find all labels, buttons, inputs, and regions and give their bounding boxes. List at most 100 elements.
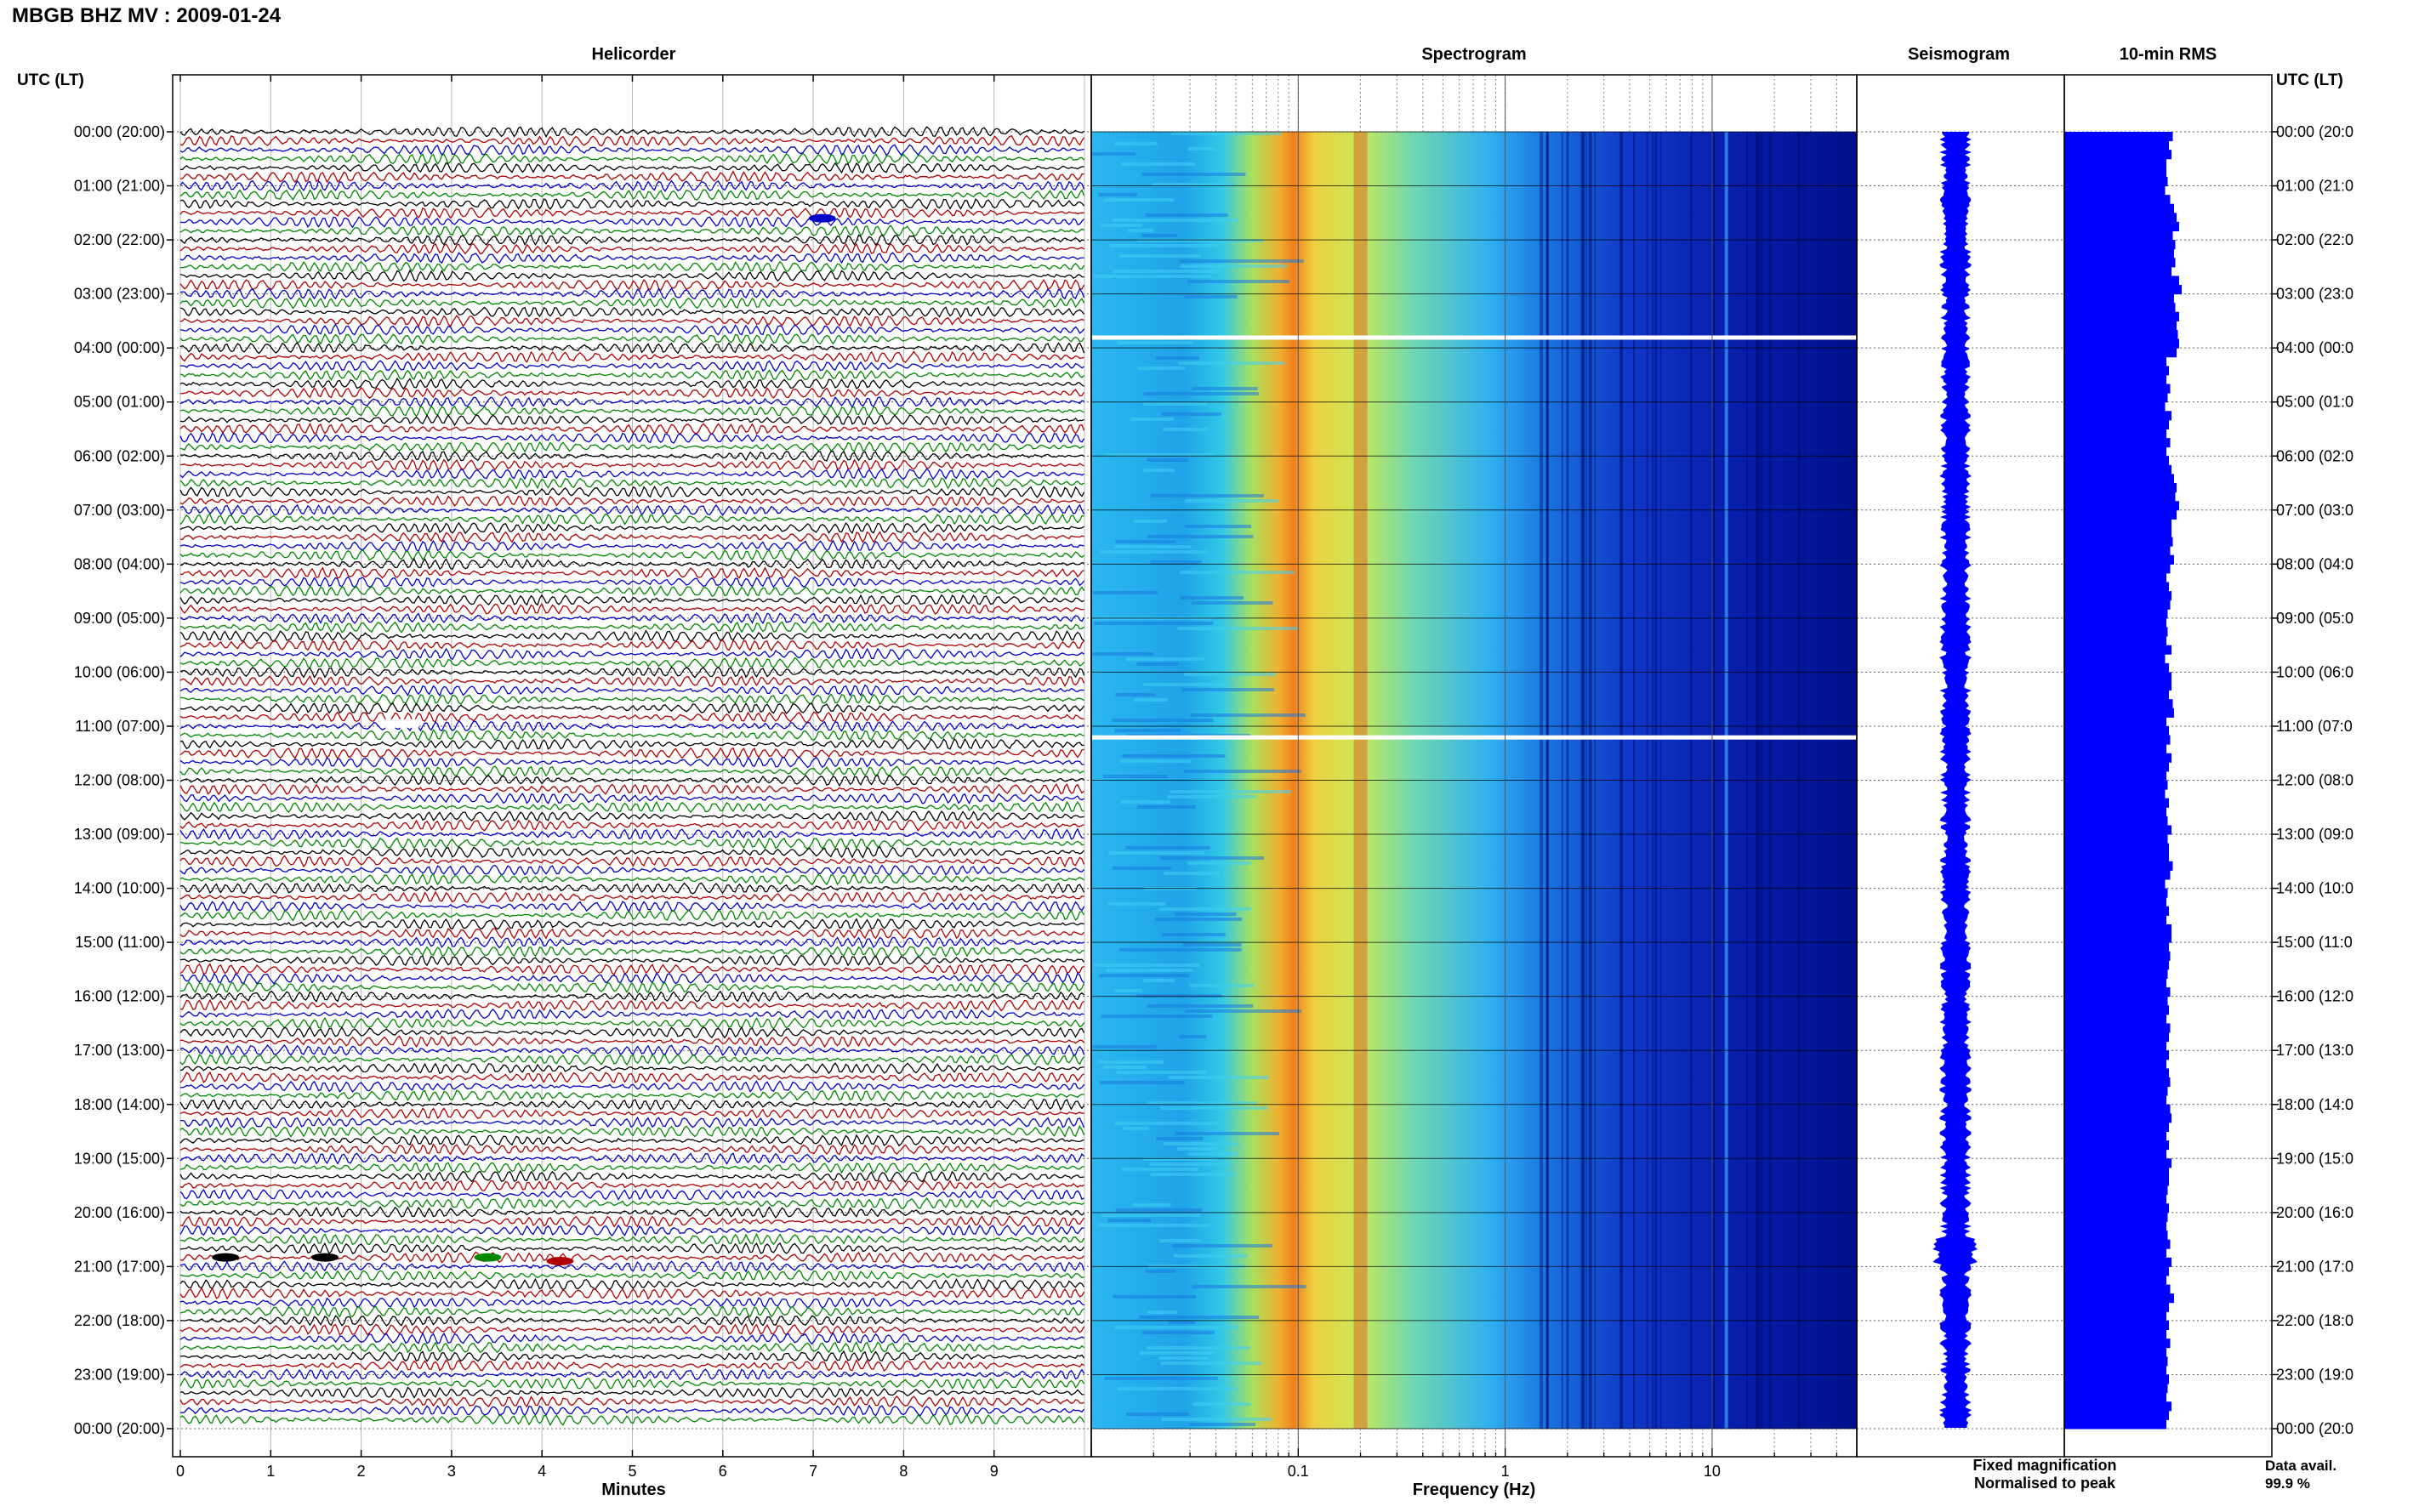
spectrogram-streak xyxy=(1158,1356,1209,1360)
spectrogram-streak xyxy=(1109,244,1218,247)
spectrogram-streak xyxy=(1189,984,1255,987)
spectrogram-streak xyxy=(1117,341,1193,344)
hour-label-right: 00:00 (20:0 xyxy=(2276,123,2354,140)
minute-tick-label: 9 xyxy=(990,1463,999,1480)
spectrogram-streak xyxy=(1130,418,1174,421)
rms-bar xyxy=(2064,185,2166,196)
rms-bar xyxy=(2064,572,2166,583)
helicorder-trace xyxy=(179,422,1085,435)
spectrogram-streak xyxy=(1192,387,1258,390)
helicorder-trace xyxy=(179,747,1084,760)
rms-bar xyxy=(2064,293,2174,304)
hour-label-left: 17:00 (13:00) xyxy=(74,1042,165,1059)
helicorder-trace xyxy=(179,918,1084,930)
rms-bar xyxy=(2064,1231,2168,1241)
helicorder-trace xyxy=(179,1341,1084,1354)
helicorder-trace xyxy=(179,1143,1084,1156)
rms-bar xyxy=(2064,591,2171,601)
rms-bar xyxy=(2064,1131,2166,1141)
rms-bar xyxy=(2064,1140,2169,1151)
rms-bar xyxy=(2064,843,2169,853)
helicorder-trace xyxy=(179,981,1085,994)
rms-bar xyxy=(2064,1095,2166,1106)
x-axes: 0 1 2 3 4 5 6 7 8 9 0.1 1 10 xyxy=(176,75,1858,1480)
spectrogram-streak xyxy=(1093,275,1212,278)
helicorder-trace xyxy=(179,1350,1085,1362)
hour-label-left: 05:00 (01:00) xyxy=(74,394,165,411)
spectrogram-streak xyxy=(1184,295,1238,298)
helicorder-trace xyxy=(179,1016,1085,1030)
helicorder-trace xyxy=(179,521,1084,535)
helicorder-trace xyxy=(179,539,1084,553)
spectrogram-streak xyxy=(1115,540,1175,543)
helicorder-trace xyxy=(179,1359,1084,1373)
rms-bar xyxy=(2064,699,2173,709)
rms-bar xyxy=(2064,554,2174,565)
helicorder-trace xyxy=(179,170,1084,184)
rms-bar xyxy=(2064,338,2179,349)
rms-bar xyxy=(2064,1419,2166,1430)
helicorder-trace xyxy=(179,377,1084,390)
helicorder-traces xyxy=(179,126,1085,1426)
spectrogram-streak xyxy=(1164,872,1220,875)
spectrogram-streak xyxy=(1145,213,1228,217)
rms-bar xyxy=(2064,1384,2168,1394)
rms-bar xyxy=(2064,230,2173,241)
rms-bar xyxy=(2064,195,2171,205)
spectrogram-streak xyxy=(1113,989,1142,992)
rms-bar xyxy=(2064,221,2179,231)
spectrogram-streak xyxy=(1091,652,1154,656)
helicorder-trace xyxy=(179,666,1085,679)
hour-label-right: 13:00 (09:0 xyxy=(2276,826,2354,843)
spectrogram-streak xyxy=(1125,846,1210,850)
helicorder-trace xyxy=(179,647,1084,661)
helicorder-trace xyxy=(179,1134,1084,1147)
helicorder-trace xyxy=(179,234,1084,247)
rms-bar xyxy=(2064,807,2166,817)
helicorder-trace xyxy=(179,1152,1084,1165)
hour-label-left: 01:00 (21:00) xyxy=(74,178,165,195)
rms-bar xyxy=(2064,789,2166,799)
helicorder-trace xyxy=(179,602,1084,616)
helicorder-trace xyxy=(179,1098,1085,1111)
seismogram-panel xyxy=(1932,132,1978,1428)
helicorder-trace xyxy=(179,783,1084,796)
helicorder-trace xyxy=(179,152,1084,165)
helicorder-trace xyxy=(179,719,1084,733)
spectrogram-panel xyxy=(1090,75,1858,1457)
hour-label-left: 15:00 (11:00) xyxy=(75,934,165,951)
hour-labels-right: 00:00 (20:0 01:00 (21:0 02:00 (22:0 03:00 (… xyxy=(2272,123,2354,1437)
rms-bar xyxy=(2064,168,2166,178)
rms-bar xyxy=(2064,834,2168,844)
minute-tick-label: 1 xyxy=(266,1463,275,1480)
spectrogram-streak xyxy=(1180,259,1304,263)
helicorder-trace xyxy=(179,1188,1084,1201)
spectrogram-streak xyxy=(1114,1122,1220,1125)
rms-bar xyxy=(2064,311,2179,321)
rms-bar xyxy=(2064,1077,2171,1088)
spectrogram-streak xyxy=(1160,1361,1262,1365)
spectrogram-streak xyxy=(1168,1076,1269,1079)
rms-bar xyxy=(2064,393,2168,403)
rms-bar xyxy=(2064,501,2179,511)
hour-label-right: 14:00 (10:0 xyxy=(2276,880,2354,897)
rms-bar xyxy=(2064,951,2171,961)
helicorder-trace xyxy=(179,333,1085,345)
helicorder-trace xyxy=(179,737,1084,751)
spectrogram-streak xyxy=(1106,969,1193,972)
spectrogram-streak xyxy=(1136,662,1179,666)
hour-label-right: 23:00 (19:0 xyxy=(2276,1366,2354,1383)
helicorder-xlabel: Minutes xyxy=(601,1481,666,1499)
spectrogram-streak xyxy=(1120,800,1170,804)
hour-label-left: 16:00 (12:00) xyxy=(74,988,165,1005)
spectrogram-streak xyxy=(1158,907,1252,911)
spectrogram-streak xyxy=(1159,856,1264,860)
rms-bar xyxy=(2064,1329,2166,1339)
helicorder-trace xyxy=(179,1269,1084,1282)
helicorder-trace xyxy=(179,395,1084,409)
helicorder-trace xyxy=(179,657,1084,669)
helicorder-trace xyxy=(179,1162,1084,1174)
rms-bar xyxy=(2064,303,2176,313)
rms-bar xyxy=(2064,870,2171,880)
